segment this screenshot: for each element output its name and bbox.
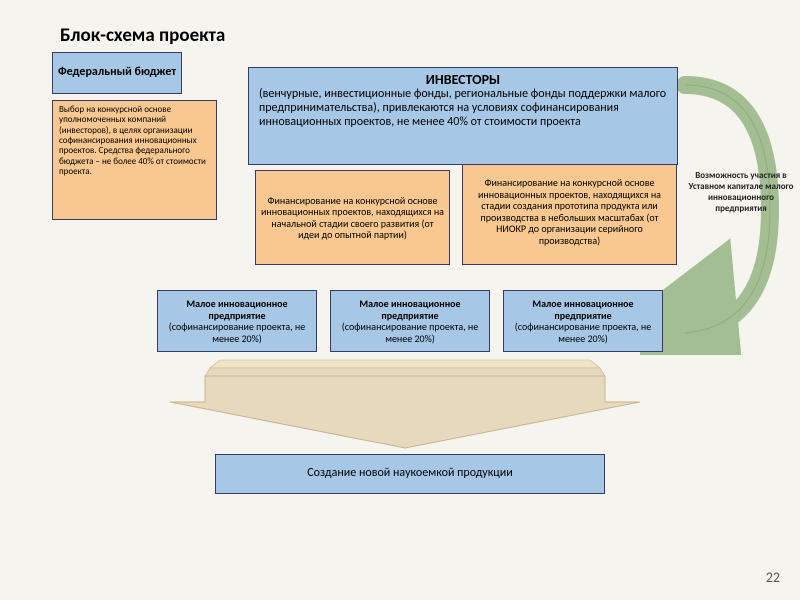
side-note-text: Возможность участия в Уставном капитале …	[688, 170, 793, 214]
mip-box-3: Малое инновационное предприятие (софинан…	[503, 290, 663, 352]
result-box: Создание новой наукоемкой продукции	[215, 454, 605, 494]
side-note: Возможность участия в Уставном капитале …	[686, 170, 796, 214]
federal-budget-box: Федеральный бюджет	[52, 52, 182, 94]
slide-title: Блок-схема проекта	[60, 24, 225, 47]
investors-title: ИНВЕСТОРЫ	[259, 72, 667, 88]
diagram-canvas: Блок-схема проекта Федеральный бюджет Вы…	[0, 0, 800, 600]
page-number: 22	[766, 569, 780, 586]
result-text: Создание новой наукоемкой продукции	[216, 467, 604, 481]
federal-description-text: Выбор на конкурсной основе уполномоченны…	[59, 105, 210, 177]
funding-left-box: Финансирование на конкурсной основе инно…	[255, 170, 450, 265]
federal-description-box: Выбор на конкурсной основе уполномоченны…	[52, 100, 217, 220]
funding-right-box: Финансирование на конкурсной основе инно…	[462, 158, 677, 265]
mip2-title: Малое инновационное предприятие	[333, 298, 487, 321]
federal-budget-label: Федеральный бюджет	[53, 66, 181, 80]
investors-text: (венчурные, инвестиционные фонды, регион…	[259, 88, 667, 129]
mip-box-2: Малое инновационное предприятие (софинан…	[330, 290, 490, 352]
mip1-title: Малое инновационное предприятие	[160, 298, 314, 321]
big-down-arrow	[170, 358, 640, 450]
investors-box: ИНВЕСТОРЫ (венчурные, инвестиционные фон…	[248, 67, 678, 165]
funding-right-text: Финансирование на конкурсной основе инно…	[467, 177, 672, 246]
mip2-text: (софинансирование проекта, не менее 20%)	[333, 321, 487, 344]
funding-left-text: Финансирование на конкурсной основе инно…	[260, 195, 445, 241]
mip3-text: (софинансирование проекта, не менее 20%)	[506, 321, 660, 344]
mip-box-1: Малое инновационное предприятие (софинан…	[157, 290, 317, 352]
mip1-text: (софинансирование проекта, не менее 20%)	[160, 321, 314, 344]
mip3-title: Малое инновационное предприятие	[506, 298, 660, 321]
